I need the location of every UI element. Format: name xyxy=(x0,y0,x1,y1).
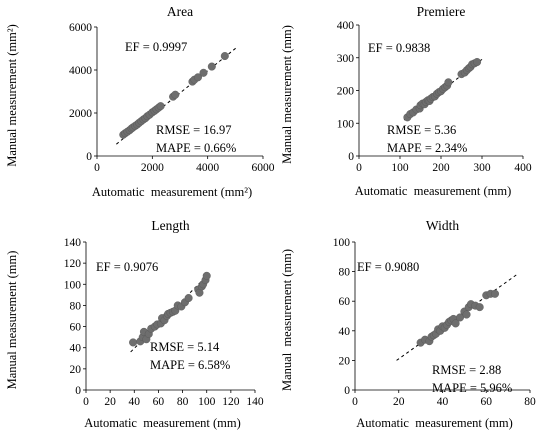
data-point xyxy=(451,319,460,328)
x-tick-label: 6000 xyxy=(252,162,275,174)
y-tick-label: 2000 xyxy=(69,108,92,120)
chart-title: Width xyxy=(426,218,459,233)
y-tick-label: 4000 xyxy=(69,65,92,77)
y-tick-label: 20 xyxy=(339,355,351,367)
y-tick-label: 100 xyxy=(333,237,351,249)
x-tick-label: 4000 xyxy=(196,162,219,174)
chart-title: Premiere xyxy=(417,4,466,19)
x-tick-label: 40 xyxy=(129,396,141,408)
x-tick-label: 100 xyxy=(198,396,216,408)
chart-title: Area xyxy=(167,4,193,19)
x-tick-label: 0 xyxy=(352,396,358,408)
y-tick-label: 400 xyxy=(337,20,355,32)
y-axis-label: Manual measurement (mm) xyxy=(5,251,19,390)
x-tick-label: 100 xyxy=(391,162,409,174)
data-point xyxy=(129,338,138,347)
x-tick-label: 400 xyxy=(514,162,532,174)
y-axis-label: Manual measurement (mm²) xyxy=(5,24,19,167)
y-axis-label: Manual measurement (mm) xyxy=(280,25,294,164)
x-axis-label: Automatic measurement (mm) xyxy=(84,416,241,430)
rmse-annotation: RMSE = 16.97 xyxy=(156,123,231,137)
rmse-annotation: RMSE = 5.36 xyxy=(387,123,456,137)
chart-width: Width 0 20 40 60 80 0 20 40 60 80 100 Automatic meas… xyxy=(280,218,536,430)
y-tick-label: 40 xyxy=(339,326,351,338)
y-tick-label: 0 xyxy=(344,385,350,397)
y-tick-label: 300 xyxy=(337,53,355,65)
y-tick-label: 200 xyxy=(337,86,355,98)
mape-annotation: MAPE = 5.96% xyxy=(432,381,512,395)
data-point xyxy=(462,310,471,319)
chart-length: Length 0 20 40 60 80 100 120 140 0 20 40 60 80 100 120 1… xyxy=(5,218,264,430)
y-tick-label: 40 xyxy=(70,343,82,355)
x-tick-label: 120 xyxy=(222,396,240,408)
x-tick-label: 2000 xyxy=(141,162,164,174)
data-point xyxy=(171,90,180,99)
x-tick-label: 20 xyxy=(104,396,116,408)
y-tick-label: 6000 xyxy=(69,22,92,34)
data-point xyxy=(220,52,229,61)
x-tick-label: 20 xyxy=(393,396,405,408)
x-tick-label: 200 xyxy=(432,162,450,174)
y-tick-label: 80 xyxy=(70,300,82,312)
data-point xyxy=(444,78,453,87)
y-tick-label: 100 xyxy=(64,279,82,291)
y-axis-label: Manual measurement (mm) xyxy=(280,249,294,391)
y-tick-label: 0 xyxy=(86,151,92,163)
data-point xyxy=(184,294,193,303)
x-tick-label: 300 xyxy=(473,162,491,174)
y-tick-label: 0 xyxy=(75,385,81,397)
x-tick-label: 60 xyxy=(153,396,165,408)
rmse-annotation: RMSE = 5.14 xyxy=(150,340,220,354)
y-tick-label: 60 xyxy=(70,322,82,334)
x-tick-label: 0 xyxy=(83,396,89,408)
mape-annotation: MAPE = 6.58% xyxy=(150,358,230,372)
y-tick-label: 80 xyxy=(339,267,351,279)
ef-annotation: EF = 0.9838 xyxy=(368,41,430,55)
data-point xyxy=(455,313,464,322)
x-axis-label: Automatic measurement (mm²) xyxy=(92,185,252,199)
y-tick-label: 20 xyxy=(70,364,82,376)
y-tick-label: 100 xyxy=(337,118,355,130)
chart-title: Length xyxy=(151,218,189,233)
mape-annotation: MAPE = 2.34% xyxy=(387,141,467,155)
x-tick-label: 80 xyxy=(524,396,536,408)
x-tick-label: 60 xyxy=(481,396,493,408)
x-tick-label: 40 xyxy=(437,396,449,408)
y-tick-label: 0 xyxy=(348,151,354,163)
data-point xyxy=(490,289,499,298)
data-point xyxy=(156,102,165,111)
y-tick-label: 140 xyxy=(64,237,82,249)
x-tick-label: 80 xyxy=(177,396,189,408)
ef-annotation: EF = 0.9076 xyxy=(96,260,158,274)
ef-annotation: EF = 0.9997 xyxy=(125,40,187,54)
x-axis-label: Automatic measurement (mm) xyxy=(356,416,513,430)
ef-annotation: EF = 0.9080 xyxy=(357,260,419,274)
data-point xyxy=(202,271,211,280)
y-tick-label: 120 xyxy=(64,258,82,270)
data-point xyxy=(193,73,202,82)
x-tick-label: 0 xyxy=(356,162,362,174)
data-point xyxy=(475,303,484,312)
x-tick-label: 140 xyxy=(246,396,264,408)
y-tick-label: 60 xyxy=(339,296,351,308)
mape-annotation: MAPE = 0.66% xyxy=(156,141,236,155)
x-axis-label: Automatic measurement (mm) xyxy=(355,184,512,198)
data-point xyxy=(207,62,216,71)
data-point xyxy=(473,58,482,67)
x-tick-label: 0 xyxy=(94,162,100,174)
data-point xyxy=(199,68,208,77)
rmse-annotation: RMSE = 2.88 xyxy=(432,363,501,377)
